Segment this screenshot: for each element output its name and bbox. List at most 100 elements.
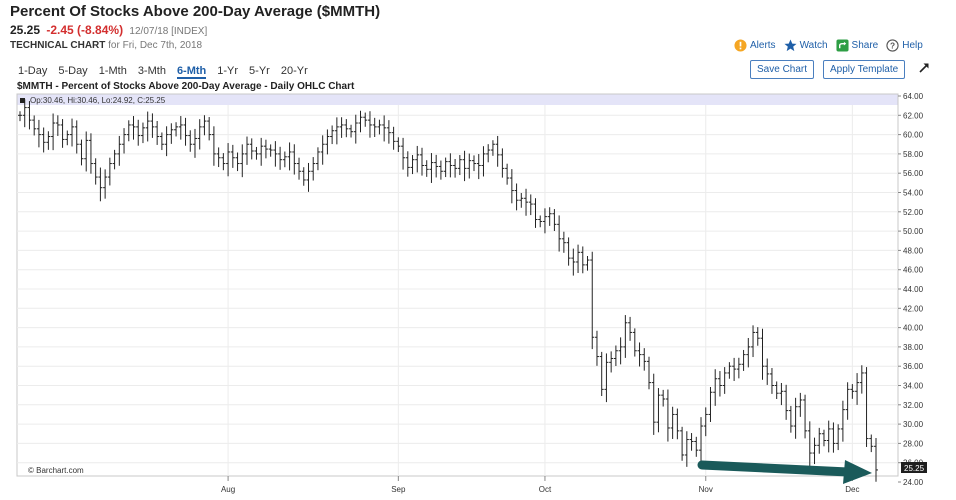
ohlc-bar xyxy=(542,208,547,234)
ohlc-bar xyxy=(812,437,817,465)
apply-template-button[interactable]: Apply Template xyxy=(823,60,906,79)
ohlc-bar xyxy=(561,231,566,253)
technical-chart-line: TECHNICAL CHART for Fri, Dec 7th, 2018 xyxy=(10,40,202,51)
ohlc-bar xyxy=(684,431,689,467)
ohlc-bar xyxy=(495,135,500,167)
plot-frame xyxy=(16,93,899,477)
tab-1-yr[interactable]: 1-Yr xyxy=(217,65,239,77)
ohlc-bar xyxy=(145,111,150,142)
last-value-label: 25.25 xyxy=(904,464,925,473)
ohlc-bar xyxy=(609,351,614,373)
ohlc-bar xyxy=(79,139,84,166)
ohlc-bar xyxy=(306,162,311,192)
ohlc-bar xyxy=(84,131,89,172)
tab-20-yr[interactable]: 20-Yr xyxy=(280,65,308,77)
technical-chart-label: TECHNICAL CHART xyxy=(10,40,106,51)
ohlc-bar xyxy=(349,124,354,138)
ohlc-bar xyxy=(547,207,552,226)
x-tick-label: Oct xyxy=(539,485,552,494)
tab-1-day[interactable]: 1-Day xyxy=(18,65,48,77)
tab-5-yr[interactable]: 5-Yr xyxy=(249,65,270,77)
save-chart-button[interactable]: Save Chart xyxy=(750,60,815,79)
ohlc-bar xyxy=(817,427,822,454)
ohlc-bar xyxy=(505,163,510,185)
ohlc-bar xyxy=(855,373,860,405)
y-tick-label: 30.00 xyxy=(903,420,924,429)
ohlc-bar xyxy=(803,394,808,439)
ohlc-bar xyxy=(675,408,680,440)
page-title: Percent Of Stocks Above 200-Day Average … xyxy=(10,3,381,20)
ohlc-bar xyxy=(287,142,292,171)
range-tabs: 1-Day 5-Day 1-Mth 3-Mth 6-Mth 1-Yr 5-Yr … xyxy=(18,65,319,79)
ohlc-bar xyxy=(70,118,75,147)
ohlc-bar xyxy=(419,147,424,176)
ohlc-bar xyxy=(774,381,779,400)
alert-icon xyxy=(734,39,747,52)
ohlc-bar xyxy=(528,194,533,216)
alerts-label: Alerts xyxy=(750,40,776,51)
ohlc-bar xyxy=(864,367,869,447)
ohlc-bar xyxy=(509,169,514,204)
ohlc-bar xyxy=(571,248,576,276)
ohlc-bar xyxy=(372,117,377,138)
help-link[interactable]: ? Help xyxy=(886,39,923,52)
ohlc-bar xyxy=(467,153,472,179)
help-icon: ? xyxy=(886,39,899,52)
ohlc-bar xyxy=(736,357,741,379)
watch-link[interactable]: Watch xyxy=(784,39,828,52)
ohlc-bar xyxy=(486,144,491,163)
y-tick-label: 50.00 xyxy=(903,227,924,236)
chart-date: for Fri, Dec 7th, 2018 xyxy=(108,40,203,51)
ohlc-bar xyxy=(590,251,595,350)
ohlc-bar xyxy=(779,382,784,406)
y-tick-label: 52.00 xyxy=(903,208,924,217)
ohlc-bar xyxy=(136,119,141,146)
price-meta: 12/07/18 [INDEX] xyxy=(129,26,208,37)
ohlc-bar xyxy=(344,119,349,138)
ohlc-bar xyxy=(60,119,65,148)
y-tick-label: 58.00 xyxy=(903,150,924,159)
svg-text:?: ? xyxy=(890,41,895,51)
share-link[interactable]: Share xyxy=(835,39,878,52)
ohlc-bar xyxy=(159,132,164,151)
ohlc-bar xyxy=(637,342,642,367)
ohlc-bar xyxy=(93,158,98,185)
expand-icon[interactable] xyxy=(917,61,931,75)
ohlc-bar xyxy=(429,153,434,183)
ohlc-bar xyxy=(27,101,32,130)
ohlc-bar xyxy=(694,436,699,457)
ohlc-bar xyxy=(188,130,193,152)
ohlc-bar xyxy=(192,128,197,158)
ohlc-bar xyxy=(202,115,207,136)
x-tick-label: Aug xyxy=(221,485,235,494)
ohlc-bar xyxy=(765,358,770,385)
ohlc-bar xyxy=(727,362,732,379)
ohlc-bar xyxy=(330,125,335,145)
ohlc-bar xyxy=(689,433,694,451)
ohlc-bar xyxy=(869,434,874,453)
tab-6-mth[interactable]: 6-Mth xyxy=(176,65,207,79)
ohlc-bar xyxy=(169,123,174,144)
ohlc-bar xyxy=(51,113,56,151)
watch-label: Watch xyxy=(799,40,828,51)
ohlc-bar xyxy=(703,407,708,437)
ohlc-bar xyxy=(386,120,391,144)
ohlc-bar xyxy=(221,153,226,171)
y-tick-label: 48.00 xyxy=(903,246,924,255)
ohlc-bar xyxy=(230,144,235,168)
ohlc-bar xyxy=(746,337,751,368)
alerts-link[interactable]: Alerts xyxy=(734,39,776,52)
ohlc-bar xyxy=(680,426,685,461)
legend-marker xyxy=(20,98,25,103)
ohlc-bar xyxy=(268,144,273,157)
tab-3-mth[interactable]: 3-Mth xyxy=(137,65,166,77)
ohlc-bar xyxy=(259,137,264,166)
ohlc-bar xyxy=(434,154,439,178)
ohlc-bar xyxy=(103,169,108,199)
tab-5-day[interactable]: 5-Day xyxy=(58,65,88,77)
ohlc-bar xyxy=(793,397,798,439)
ohlc-bar xyxy=(618,337,623,365)
ohlc-bar xyxy=(112,149,117,170)
tab-1-mth[interactable]: 1-Mth xyxy=(98,65,127,77)
ohlc-bar xyxy=(604,353,609,403)
